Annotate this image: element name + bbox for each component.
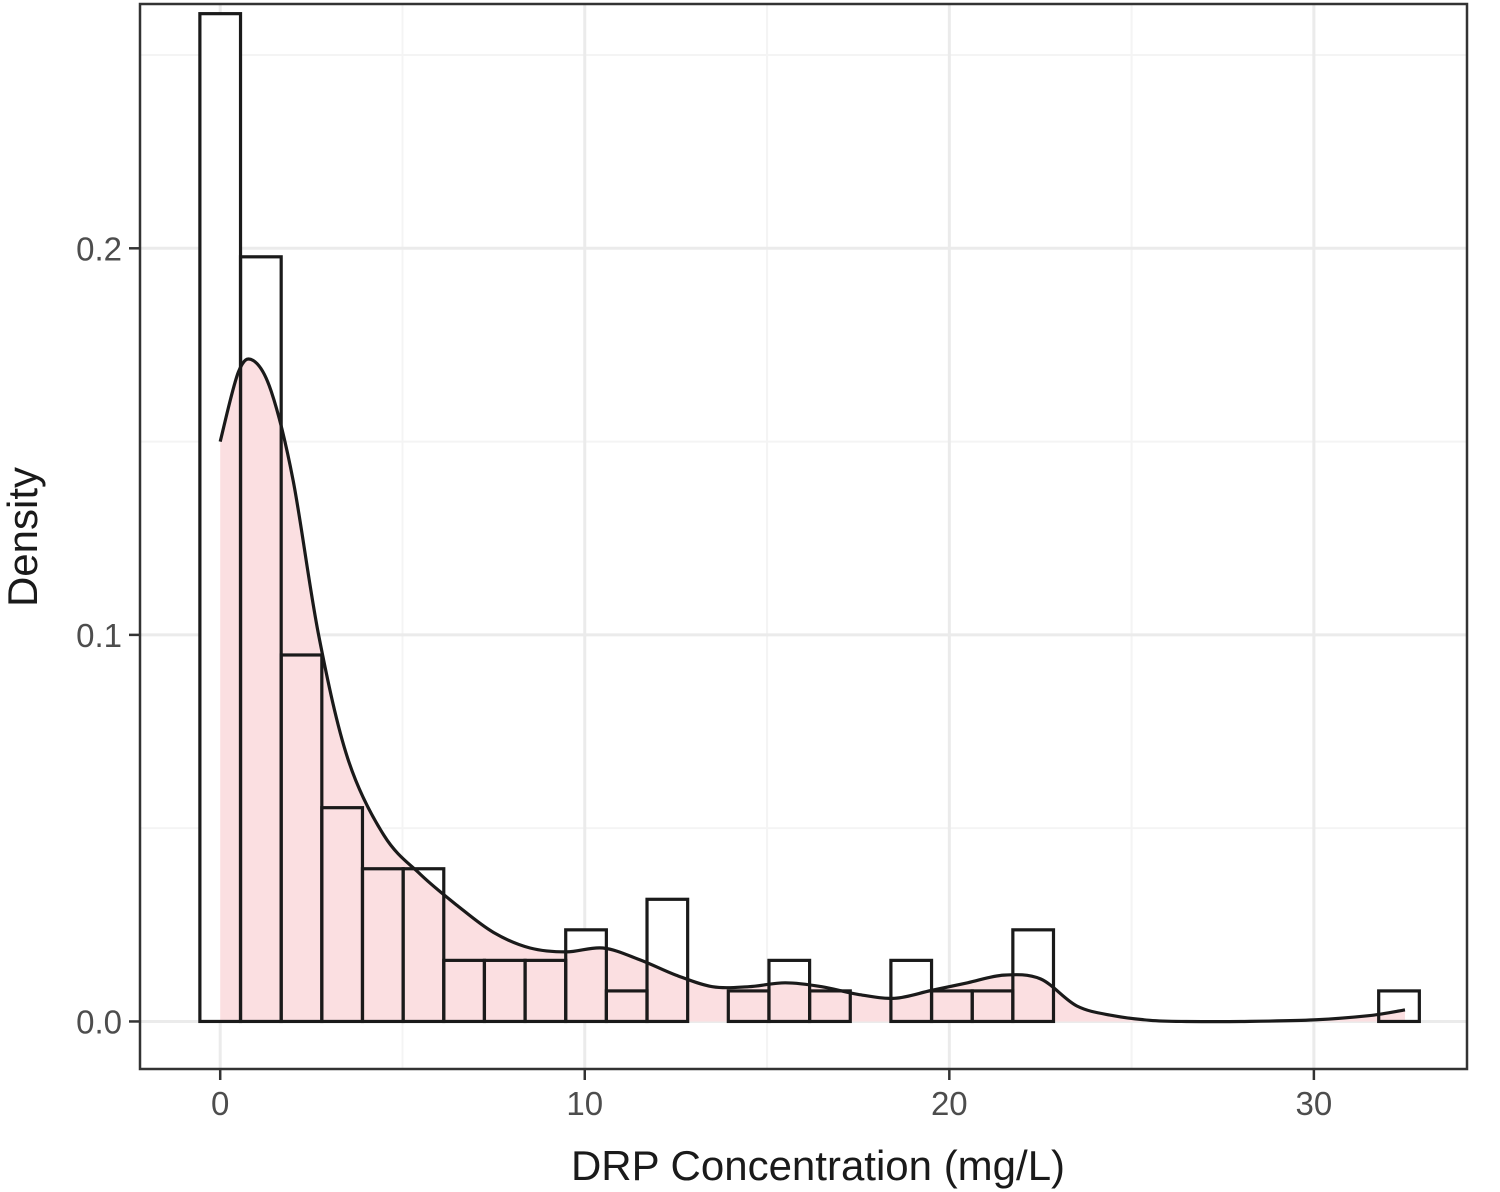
- density-area: [220, 358, 1406, 1022]
- y-tick-label: 0.1: [76, 617, 122, 654]
- x-tick-label: 20: [931, 1085, 968, 1122]
- y-axis-title: Density: [0, 467, 46, 607]
- x-tick-label: 10: [566, 1085, 603, 1122]
- histogram-bar: [564, 928, 608, 1024]
- histogram-bar: [808, 989, 852, 1024]
- histogram-bar: [645, 897, 690, 1024]
- histogram-bars: [198, 12, 1421, 1024]
- histogram-bar: [238, 255, 283, 1024]
- y-tick-label: 0.0: [76, 1003, 122, 1040]
- y-tick-label: 0.2: [76, 230, 122, 267]
- panel-border: [138, 2, 1469, 1071]
- x-tick-label: 0: [211, 1085, 229, 1122]
- histogram-bar: [401, 867, 446, 1024]
- x-tick-label: 30: [1296, 1085, 1333, 1122]
- y-axis: 0.0 0.1 0.2: [76, 230, 140, 1040]
- x-axis-title: DRP Concentration (mg/L): [571, 1142, 1065, 1189]
- x-axis: 0 10 20 30: [211, 1069, 1332, 1122]
- density-curve: [218, 357, 1406, 1024]
- histogram-bar: [1377, 989, 1421, 1024]
